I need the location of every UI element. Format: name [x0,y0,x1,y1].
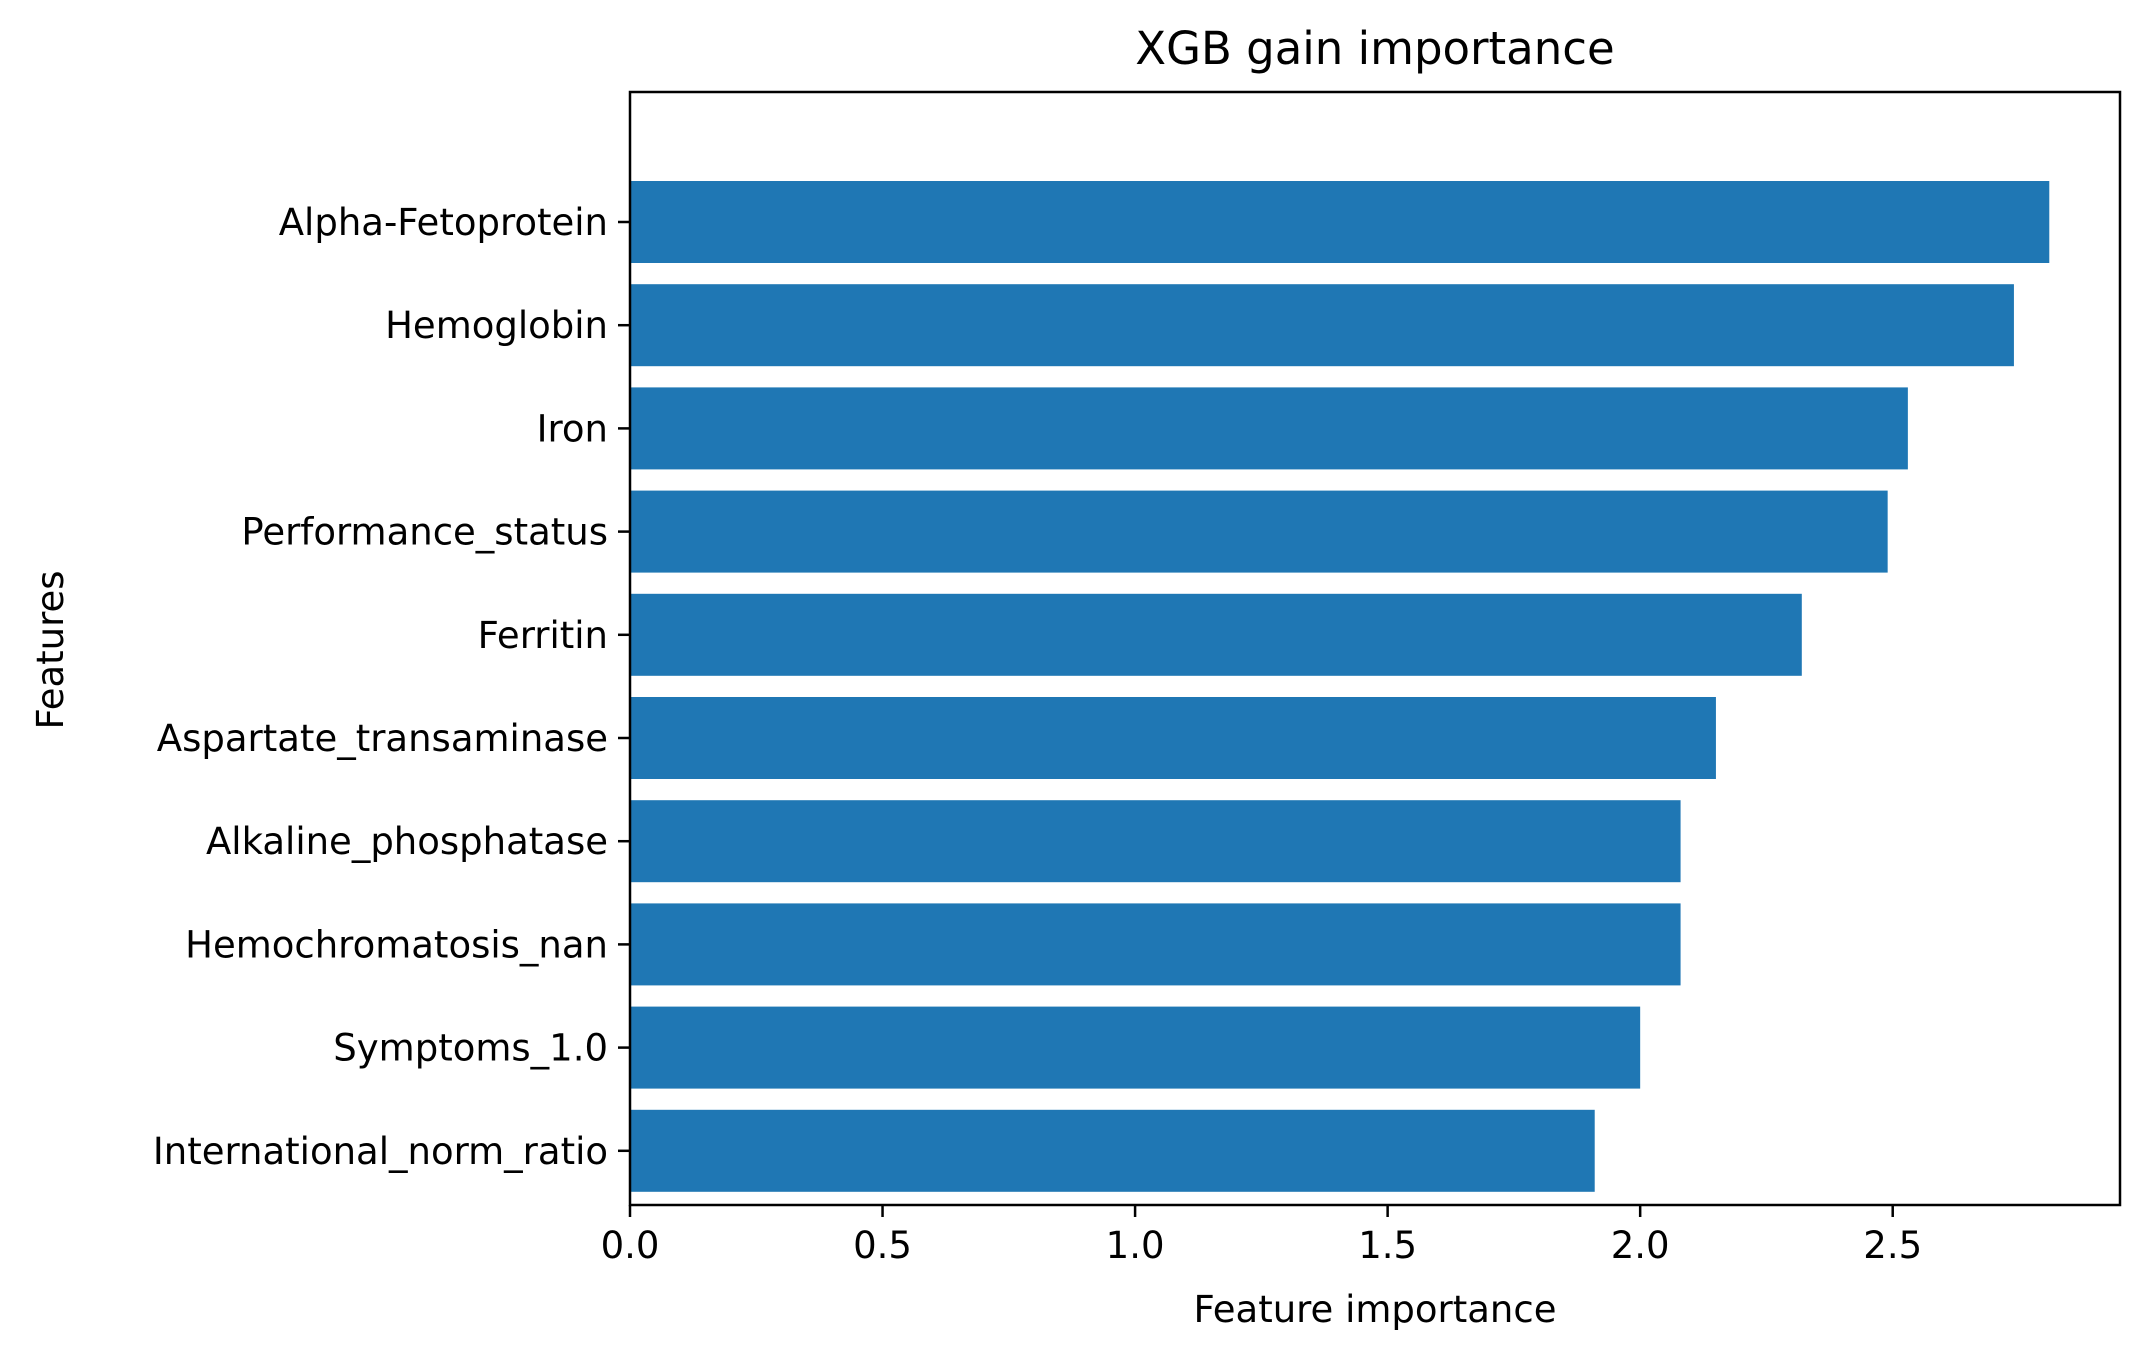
y-tick-label: International_norm_ratio [153,1130,608,1173]
x-tick-label: 2.5 [1863,1224,1922,1267]
y-axis-ticks: Alpha-Fetoprotein Hemoglobin Iron Performan… [153,201,630,1173]
x-tick-label: 2.0 [1611,1224,1670,1267]
bar-international-norm-ratio [630,1109,1595,1192]
y-tick-label: Aspartate_transaminase [157,717,608,760]
y-tick-label: Hemochromatosis_nan [185,923,608,966]
y-tick-label: Alpha-Fetoprotein [279,201,608,244]
bar-iron [630,387,1908,470]
bars-group [630,181,2050,1192]
y-tick-label: Ferritin [478,614,608,657]
bar-ferritin [630,593,1802,676]
x-tick-label: 0.5 [853,1224,912,1267]
bar-alkaline-phosphatase [630,800,1681,883]
plot-frame [628,90,2122,1207]
y-tick-label: Alkaline_phosphatase [206,820,608,863]
bar-aspartate-transaminase [630,697,1716,779]
y-tick-label: Symptoms_1.0 [333,1027,608,1070]
bar-alpha-fetoprotein [630,181,2050,263]
y-axis-label: Features [29,570,72,729]
x-tick-label: 1.0 [1106,1224,1165,1267]
y-tick-label: Performance_status [241,511,608,554]
y-tick-label: Hemoglobin [385,304,608,347]
x-axis-label: Feature importance [1194,1288,1557,1331]
bar-hemoglobin [630,284,2014,367]
bar-symptoms-1-0 [630,1006,1641,1089]
x-tick-label: 0.0 [601,1224,660,1267]
x-axis-ticks: 0.0 0.5 1.0 1.5 2.0 2.5 [601,1205,1922,1267]
y-tick-label: Iron [537,407,608,450]
bar-performance-status [630,490,1888,573]
x-tick-label: 1.5 [1358,1224,1417,1267]
bar-hemochromatosis-nan [630,903,1681,986]
chart-title: XGB gain importance [1135,22,1614,75]
